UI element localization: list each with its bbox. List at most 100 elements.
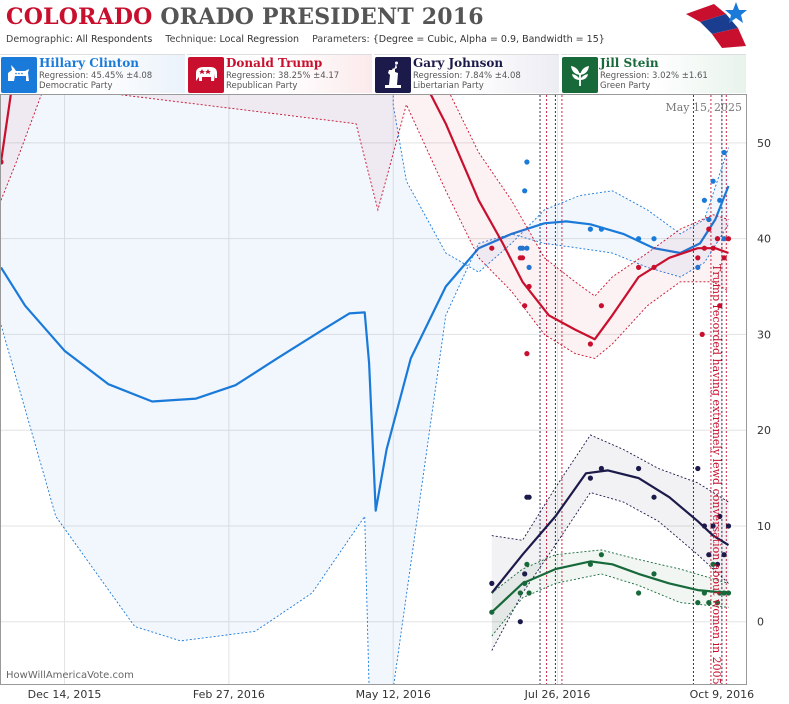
poll-point [651, 264, 657, 270]
poll-point [706, 216, 712, 223]
poll-point [651, 494, 657, 500]
poll-point [701, 590, 708, 596]
poll-point [587, 475, 594, 481]
candidate-legend: Hillary Clinton Regression: 45.45% ±4.08… [0, 54, 789, 94]
confidence-lower [1, 224, 729, 684]
y-tick-label: 0 [757, 616, 764, 629]
candidate-name: Gary Johnson [413, 56, 504, 70]
poll-point [636, 590, 642, 596]
candidate-card-clinton: Hillary Clinton Regression: 45.45% ±4.08… [0, 54, 185, 93]
logo-icon [686, 2, 747, 48]
poll-point [524, 159, 530, 165]
poll-point [710, 245, 716, 251]
confidence-lower [491, 573, 729, 637]
poll-point [517, 590, 523, 596]
poll-point [721, 552, 727, 558]
regression-line [491, 560, 729, 614]
poll-point [701, 523, 708, 529]
poll-point [717, 513, 723, 519]
poll-point [522, 571, 528, 577]
poll-point [714, 236, 721, 242]
poll-point [717, 590, 723, 596]
x-tick-label: Jul 26, 2016 [524, 688, 591, 701]
series-hillary-clinton [1, 95, 730, 684]
poll-point [721, 149, 727, 156]
x-axis-ticks: Dec 14, 2015 Feb 27, 2016 May 12, 2016 Jul … [28, 688, 755, 701]
parameters-label: Parameters: [312, 34, 370, 45]
poll-point [636, 465, 642, 472]
poll-point [706, 226, 712, 232]
poll-point [717, 303, 723, 309]
poll-point [695, 465, 701, 472]
y-axis-ticks: 0 10 20 30 40 50 [757, 137, 771, 629]
confidence-upper [491, 549, 729, 594]
poll-point [721, 236, 727, 242]
poll-point [710, 561, 716, 567]
poll-point [636, 264, 642, 270]
poll-point [587, 226, 594, 232]
candidate-party: Libertarian Party [413, 81, 484, 91]
regression-line [1, 95, 729, 341]
regression-chart: 0 10 20 30 40 50 Dec 14, 2015 Feb 27, 2016 May … [0, 94, 771, 701]
poll-point [721, 590, 727, 596]
poll-point [587, 341, 594, 347]
poll-point [489, 245, 495, 251]
poll-point [526, 494, 532, 500]
poll-point [701, 197, 708, 203]
candidate-card-johnson: Gary Johnson Regression: 7.84% ±4.08 Lib… [374, 54, 559, 93]
technique-value: Local Regression [219, 34, 300, 45]
y-tick-label: 10 [757, 520, 771, 533]
candidate-name: Jill Stein [600, 56, 659, 70]
series-donald-trump [1, 95, 732, 359]
page-title: COLORADO ORADO PRESIDENT 2016 [6, 4, 484, 30]
header: COLORADO ORADO PRESIDENT 2016 Demographi… [0, 0, 789, 50]
title-state: COLORADO [6, 4, 153, 30]
poll-point [1, 159, 4, 165]
candidate-name: Hillary Clinton [39, 56, 139, 70]
poll-point [636, 236, 642, 242]
donkey-icon [1, 57, 37, 93]
y-tick-label: 50 [757, 137, 771, 150]
poll-point [695, 264, 701, 270]
regression-line [1, 185, 730, 512]
poll-point [526, 264, 532, 270]
series-jill-stein [489, 549, 732, 637]
demographic-label: Demographic: [6, 34, 74, 45]
regression-line [490, 469, 730, 594]
candidate-party: Green Party [600, 81, 651, 91]
x-tick-label: Oct 9, 2016 [690, 688, 755, 701]
confidence-band [491, 435, 729, 651]
confidence-upper [392, 95, 729, 273]
poll-point [524, 351, 530, 357]
poll-point [522, 303, 528, 309]
x-tick-label: May 12, 2016 [356, 688, 431, 701]
parameters-line: Demographic: All Respondents Technique: … [6, 34, 605, 45]
poll-point [721, 255, 727, 261]
candidate-party: Democratic Party [39, 81, 113, 91]
poll-point [526, 283, 532, 290]
confidence-upper [450, 95, 729, 297]
series-gary-johnson [489, 434, 732, 651]
poll-point [489, 609, 495, 615]
candidate-regression: Regression: 45.45% ±4.08 [39, 71, 153, 81]
poll-point [522, 580, 528, 586]
poll-point [519, 255, 526, 261]
confidence-upper [491, 434, 729, 541]
poll-point [519, 245, 526, 251]
poll-point [517, 619, 523, 625]
poll-point [701, 245, 708, 251]
poll-point [524, 245, 530, 251]
candidate-name: Donald Trump [226, 56, 323, 70]
poll-point [489, 580, 495, 586]
y-tick-label: 40 [757, 233, 771, 246]
poll-point [587, 561, 594, 567]
demographic-value: All Respondents [76, 34, 153, 45]
poll-point [598, 465, 605, 472]
technique-label: Technique: [165, 34, 217, 45]
poll-point [714, 561, 721, 567]
poll-point [699, 331, 705, 337]
poll-point [522, 188, 528, 194]
poll-point [710, 178, 716, 184]
poll-point [524, 561, 530, 567]
elephant-icon [188, 57, 224, 93]
